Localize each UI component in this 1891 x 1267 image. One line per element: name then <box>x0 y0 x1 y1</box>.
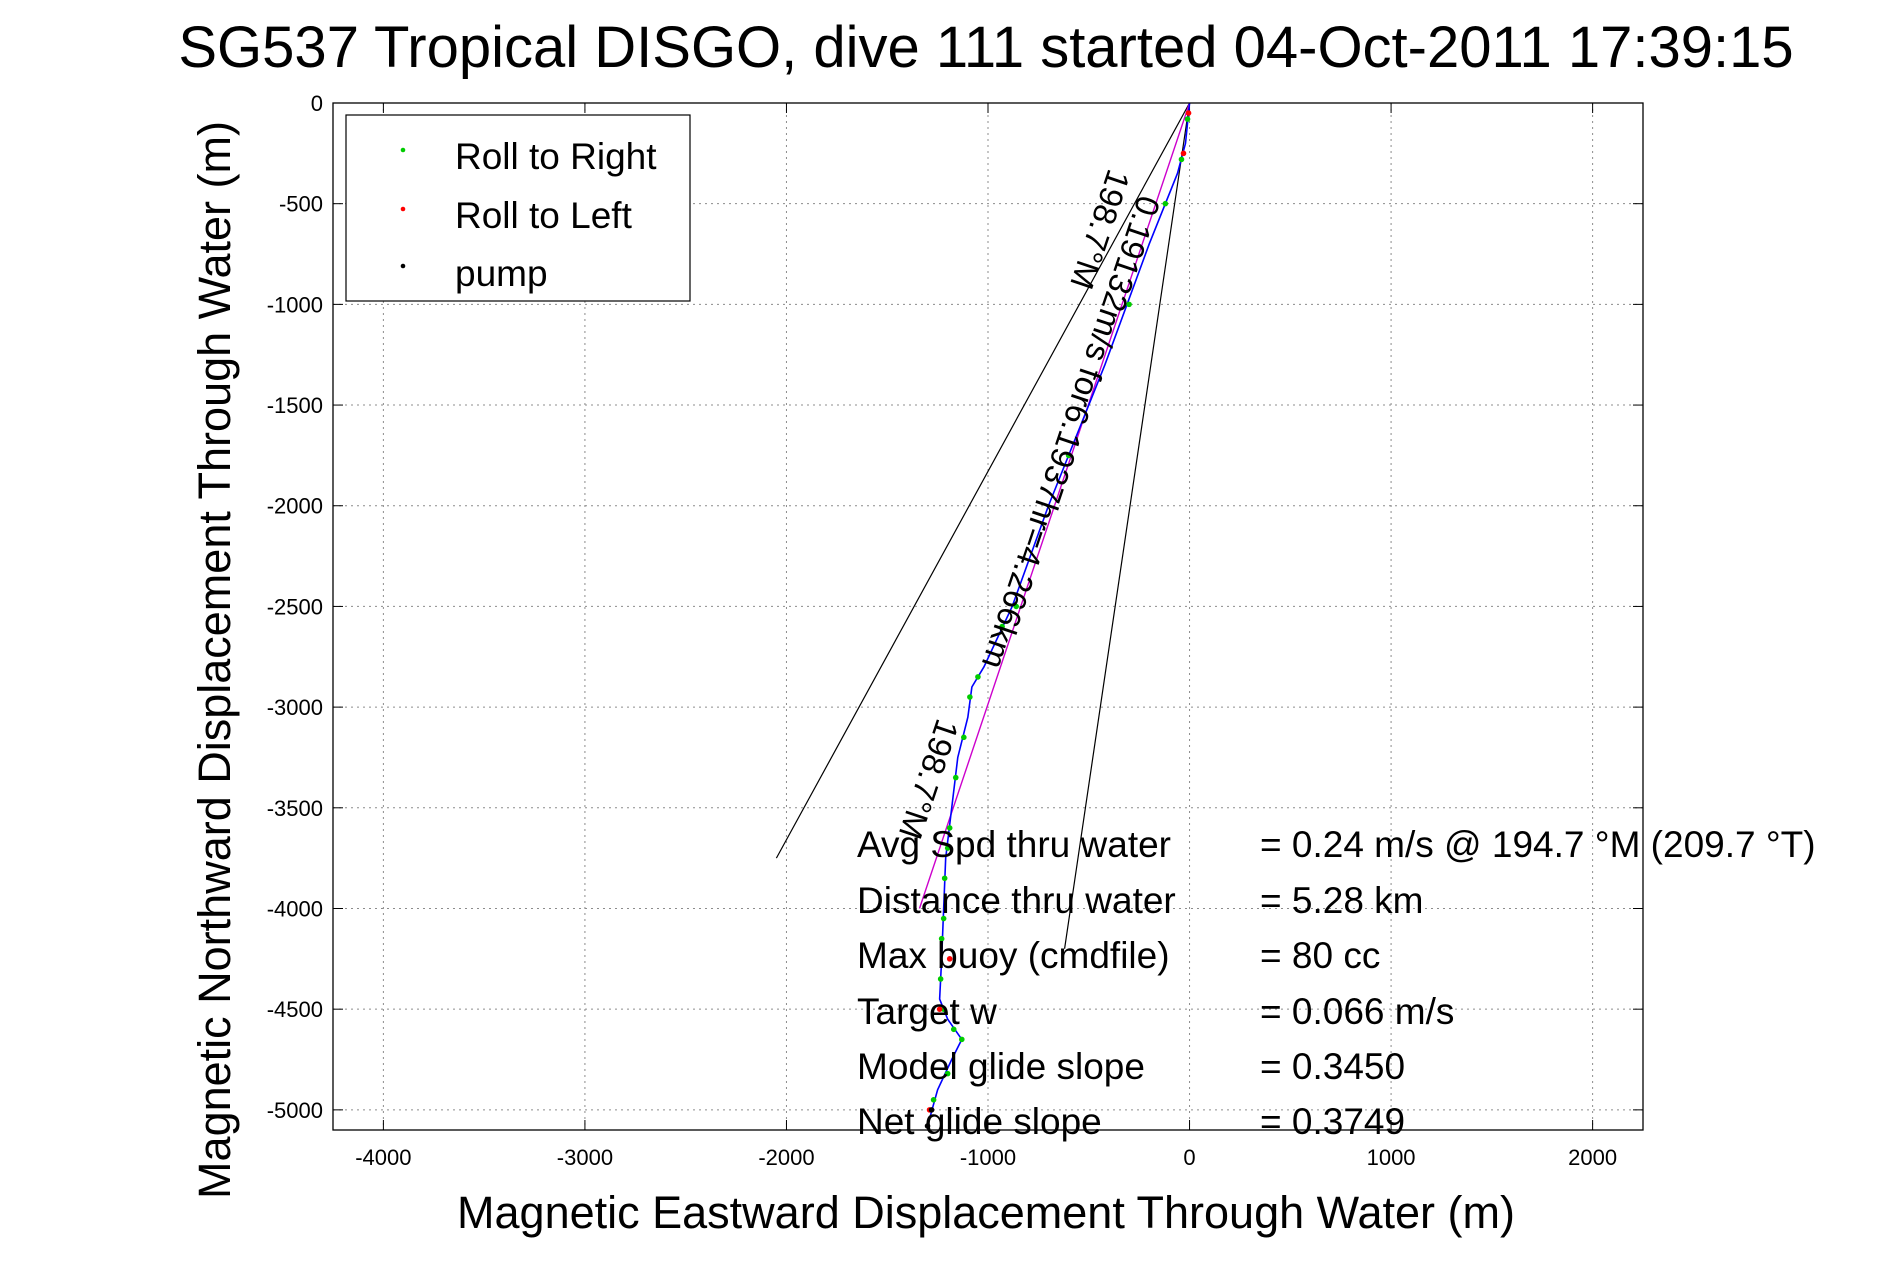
roll-left-point <box>936 1006 943 1012</box>
stat-label-target-w: Target w <box>857 991 997 1032</box>
roll-right-point <box>941 875 948 882</box>
cone-right-edge <box>1063 102 1191 949</box>
x-tick-label: 2000 <box>1568 1145 1617 1170</box>
stat-label-avg-speed: Avg Spd thru water <box>857 824 1171 865</box>
roll-right-point <box>944 845 951 851</box>
chart-title: SG537 Tropical DISGO, dive 111 started 0… <box>178 15 1793 80</box>
y-axis-label: Magnetic Northward Displacement Through … <box>189 121 240 1199</box>
stat-value-avg-speed: = 0.24 m/s @ 194.7 °M (209.7 °T) <box>1260 824 1816 865</box>
stat-label-net-glide: Net glide slope <box>857 1101 1102 1142</box>
stat-label-max-buoy: Max buoy (cmdfile) <box>857 935 1170 976</box>
roll-right-point <box>946 825 953 831</box>
x-tick-label: -1000 <box>960 1145 1016 1170</box>
legend-marker-roll-left <box>400 206 406 212</box>
x-tick-label: -2000 <box>758 1145 814 1170</box>
dive-statistics: Avg Spd thru water = 0.24 m/s @ 194.7 °M… <box>857 824 1816 1142</box>
roll-right-point <box>1126 301 1132 308</box>
x-tick-label: -4000 <box>355 1145 411 1170</box>
roll-right-point <box>1178 156 1185 163</box>
stat-label-model-glide: Model glide slope <box>857 1046 1145 1087</box>
axis-ticks: -4000 -3000 -2000 -1000 0 1000 2000 0 -500 -1000 -… <box>267 91 1643 1170</box>
roll-right-point <box>959 1036 965 1043</box>
roll-right-point <box>930 1096 937 1103</box>
heading-cone <box>775 102 1191 949</box>
roll-right-point <box>1162 200 1169 207</box>
pump-point <box>928 1107 935 1113</box>
y-tick-label: -5000 <box>267 1098 323 1123</box>
y-tick-label: -2000 <box>267 494 323 519</box>
roll-right-point <box>1065 452 1072 459</box>
legend-label-roll-right: Roll to Right <box>455 136 657 177</box>
roll-right-point <box>938 935 945 942</box>
x-tick-label: 1000 <box>1367 1145 1416 1170</box>
stat-value-target-w: = 0.066 m/s <box>1260 991 1454 1032</box>
legend-label-pump: pump <box>455 253 548 294</box>
x-axis-label: Magnetic Eastward Displacement Through W… <box>457 1187 1515 1238</box>
legend: Roll to Right Roll to Left pump <box>345 114 691 302</box>
roll-right-point <box>940 1006 947 1012</box>
y-tick-label: -1500 <box>267 393 323 418</box>
x-tick-label: 0 <box>1183 1145 1195 1170</box>
roll-left-point <box>946 956 953 962</box>
track-markers <box>924 110 1192 1129</box>
roll-right-point <box>937 976 944 982</box>
roll-left-point <box>1180 150 1187 157</box>
roll-right-point <box>967 694 973 700</box>
pump-point <box>924 1123 931 1129</box>
y-tick-label: -3000 <box>267 695 323 720</box>
stat-label-distance: Distance thru water <box>857 880 1176 921</box>
stat-value-model-glide: = 0.3450 <box>1260 1046 1405 1087</box>
stat-value-net-glide: = 0.3749 <box>1260 1101 1405 1142</box>
plot-frame <box>332 102 1644 1131</box>
roll-right-point <box>944 1070 951 1077</box>
roll-right-point <box>1184 116 1191 122</box>
stat-value-distance: = 5.28 km <box>1260 880 1424 921</box>
roll-right-point <box>1013 603 1020 610</box>
roll-right-point <box>950 1026 957 1033</box>
roll-right-point <box>999 623 1005 630</box>
y-tick-label: 0 <box>311 91 323 116</box>
roll-left-point <box>1185 110 1192 116</box>
cone-left-edge <box>775 102 1191 859</box>
y-tick-label: -2500 <box>267 594 323 619</box>
x-tick-label: -3000 <box>557 1145 613 1170</box>
roll-right-point <box>975 674 981 680</box>
stat-value-max-buoy: = 80 cc <box>1260 935 1380 976</box>
y-tick-label: -4500 <box>267 997 323 1022</box>
y-tick-label: -1000 <box>267 292 323 317</box>
legend-marker-roll-right <box>400 147 406 153</box>
heading-path-line <box>918 102 1191 909</box>
roll-right-point <box>940 915 947 922</box>
roll-right-point <box>961 734 967 741</box>
y-tick-label: -3500 <box>267 796 323 821</box>
y-tick-label: -4000 <box>267 896 323 921</box>
y-tick-label: -500 <box>279 192 323 217</box>
roll-right-point <box>952 774 959 781</box>
legend-label-roll-left: Roll to Left <box>455 195 633 236</box>
legend-marker-pump <box>400 263 406 269</box>
